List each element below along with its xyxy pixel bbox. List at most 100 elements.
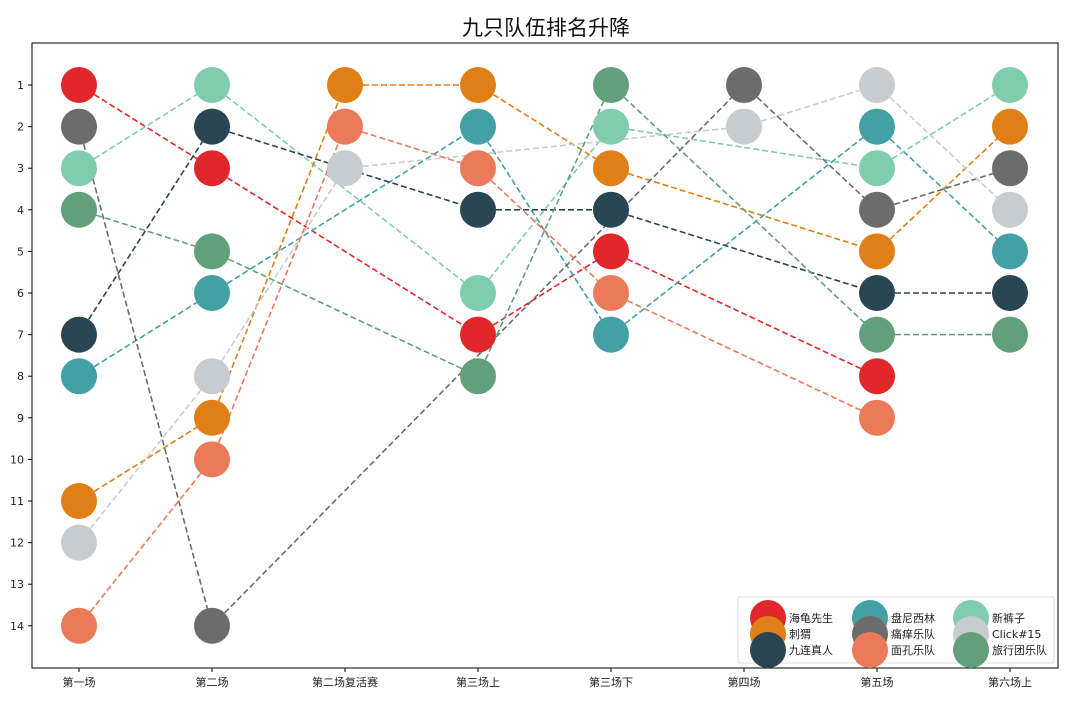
data-point (194, 233, 230, 270)
series-line-segment (876, 126, 1011, 252)
data-point (194, 67, 230, 103)
data-point (194, 399, 230, 436)
series-line-segment (610, 250, 878, 377)
data-point (460, 191, 496, 228)
data-point (859, 316, 895, 353)
data-point (593, 275, 629, 311)
data-point (61, 67, 97, 103)
data-point (593, 150, 629, 187)
series-line-segment (78, 458, 213, 627)
series-line-segment (78, 126, 213, 627)
data-point (194, 150, 230, 187)
data-point (992, 233, 1028, 270)
data-point (460, 358, 496, 395)
chart-title: 九只队伍排名升降 (462, 16, 630, 40)
data-point (593, 316, 629, 353)
data-point (194, 607, 230, 644)
data-point (992, 191, 1028, 228)
data-point (859, 233, 895, 270)
legend-label: 盘尼西林 (891, 611, 935, 625)
series-line-segment (211, 167, 479, 336)
data-point (859, 399, 895, 436)
legend-marker (852, 632, 888, 668)
series-line-segment (477, 84, 612, 169)
legend-marker (953, 632, 989, 668)
data-point (726, 108, 762, 145)
series-line-segment (610, 125, 878, 336)
y-tick-label: 7 (17, 329, 24, 342)
data-point (61, 483, 97, 519)
data-point (859, 108, 895, 145)
legend-label: 刺猬 (789, 628, 811, 641)
series-line-segment (876, 84, 1011, 211)
data-point (327, 108, 363, 145)
x-tick-label: 第三场下 (589, 675, 633, 689)
series-points (61, 67, 1028, 644)
series-line-segment (211, 167, 346, 377)
legend-label: 海龟先生 (789, 611, 833, 625)
series-line-segment (610, 292, 878, 419)
series-line-segment (610, 84, 878, 336)
series-line-segment (211, 126, 346, 460)
data-point (593, 67, 629, 103)
data-point (992, 67, 1028, 103)
x-axis: 第一场 第二场 第二场复活赛 第三场上 第三场下 第四场 第五场 第六场上 (63, 668, 1032, 689)
series-line-segment (78, 209, 213, 253)
data-point (593, 233, 629, 270)
x-tick-label: 第六场上 (988, 675, 1032, 689)
x-tick-label: 第二场 (196, 675, 229, 689)
series-line-segment (344, 125, 745, 169)
data-point (992, 316, 1028, 353)
series-line-segment (78, 126, 213, 336)
series-line-segment (211, 84, 479, 294)
data-point (61, 524, 97, 561)
y-tick-label: 14 (10, 620, 24, 633)
legend-label: 面孔乐队 (891, 643, 935, 657)
series-line-segment (78, 84, 213, 169)
y-tick-label: 2 (17, 121, 24, 134)
data-point (460, 108, 496, 145)
data-point (194, 108, 230, 145)
x-tick-label: 第一场 (63, 675, 96, 689)
y-tick-label: 5 (17, 245, 24, 258)
series-line-segment (743, 84, 878, 128)
legend-label: 旅行团乐队 (992, 643, 1047, 657)
data-point (593, 108, 629, 145)
data-point (194, 275, 230, 311)
series-line-segment (78, 417, 213, 502)
series-line-segment (477, 250, 612, 336)
y-tick-label: 13 (10, 578, 24, 591)
data-point (593, 191, 629, 228)
x-tick-label: 第四场 (728, 675, 761, 689)
series-line-segment (477, 167, 612, 294)
data-point (992, 275, 1028, 311)
legend-label: 新裤子 (992, 611, 1025, 625)
series-line-segment (477, 84, 612, 377)
data-point (61, 150, 97, 187)
series-line-segment (78, 375, 213, 544)
data-point (61, 108, 97, 145)
y-tick-label: 10 (10, 453, 24, 466)
legend-label: 九连真人 (789, 643, 833, 657)
series-line-segment (610, 209, 878, 294)
y-tick-label: 1 (17, 79, 24, 92)
y-tick-label: 6 (17, 287, 24, 300)
x-tick-label: 第三场上 (456, 675, 500, 689)
data-point (194, 358, 230, 395)
series-line-segment (78, 292, 213, 377)
series-line-segment (78, 84, 213, 169)
data-point (992, 150, 1028, 187)
data-point (61, 191, 97, 228)
data-point (460, 316, 496, 353)
data-point (61, 358, 97, 395)
legend-marker (750, 632, 786, 668)
x-tick-label: 第二场复活赛 (312, 675, 378, 689)
data-point (992, 108, 1028, 145)
data-point (460, 67, 496, 103)
series-lines (78, 84, 1011, 627)
data-point (859, 191, 895, 228)
y-tick-label: 11 (10, 495, 24, 508)
data-point (194, 441, 230, 478)
